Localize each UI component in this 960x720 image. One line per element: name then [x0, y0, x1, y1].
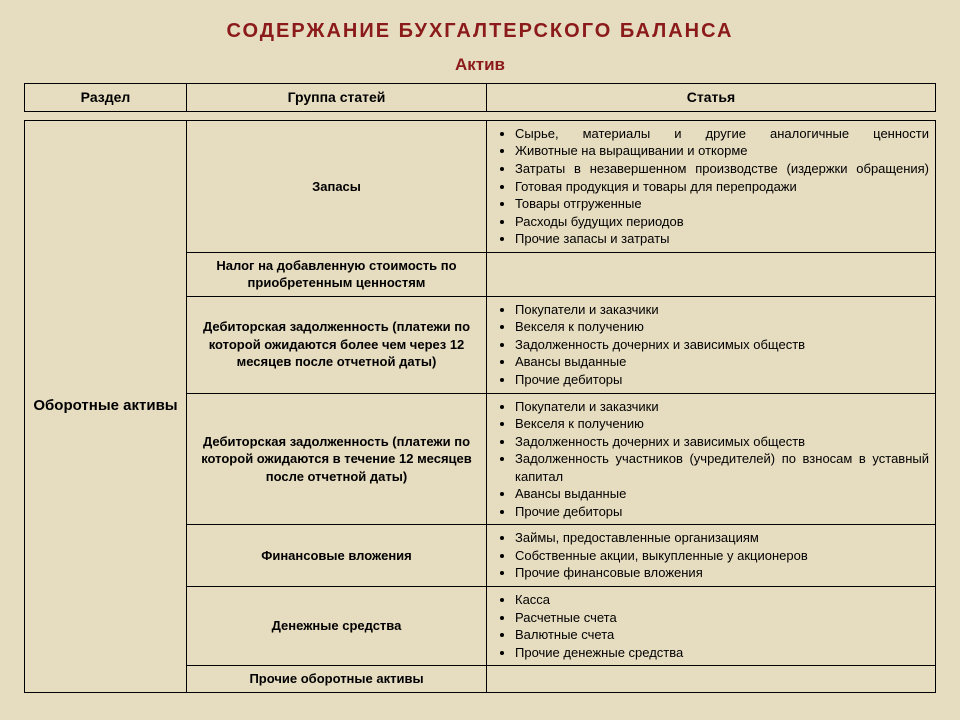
header-section: Раздел: [25, 84, 187, 112]
page-subtitle: Актив: [24, 55, 936, 75]
article-cell: Покупатели и заказчикиВекселя к получени…: [487, 296, 936, 393]
list-item: Прочие запасы и затраты: [515, 230, 929, 248]
group-cell: Дебиторская задолженность (платежи по ко…: [187, 393, 487, 525]
article-list: Займы, предоставленные организациямСобст…: [493, 529, 929, 582]
group-cell: Налог на добавленную стоимость по приобр…: [187, 252, 487, 296]
group-cell: Дебиторская задолженность (платежи по ко…: [187, 296, 487, 393]
article-list: Покупатели и заказчикиВекселя к получени…: [493, 301, 929, 389]
list-item: Готовая продукция и товары для перепрода…: [515, 178, 929, 196]
list-item: Векселя к получению: [515, 415, 929, 433]
list-item: Прочие денежные средства: [515, 644, 929, 662]
list-item: Затраты в незавершенном производстве (из…: [515, 160, 929, 178]
article-cell: Займы, предоставленные организациямСобст…: [487, 525, 936, 587]
article-cell: Сырье, материалы и другие аналогичные це…: [487, 120, 936, 252]
list-item: Задолженность дочерних и зависимых общес…: [515, 433, 929, 451]
list-item: Собственные акции, выкупленные у акционе…: [515, 547, 929, 565]
table-row: Оборотные активыЗапасыСырье, материалы и…: [25, 120, 936, 252]
page-container: СОДЕРЖАНИЕ БУХГАЛТЕРСКОГО БАЛАНСА Актив …: [0, 0, 960, 720]
list-item: Авансы выданные: [515, 485, 929, 503]
list-item: Задолженность дочерних и зависимых общес…: [515, 336, 929, 354]
list-item: Сырье, материалы и другие аналогичные це…: [515, 125, 929, 143]
article-list: КассаРасчетные счетаВалютные счетаПрочие…: [493, 591, 929, 661]
list-item: Покупатели и заказчики: [515, 398, 929, 416]
list-item: Прочие дебиторы: [515, 503, 929, 521]
list-item: Расходы будущих периодов: [515, 213, 929, 231]
list-item: Животные на выращивании и откорме: [515, 142, 929, 160]
article-cell: [487, 252, 936, 296]
header-article: Статья: [487, 84, 936, 112]
list-item: Задолженность участников (учредителей) п…: [515, 450, 929, 485]
list-item: Займы, предоставленные организациям: [515, 529, 929, 547]
article-cell: Покупатели и заказчикиВекселя к получени…: [487, 393, 936, 525]
group-cell: Прочие оборотные активы: [187, 666, 487, 693]
list-item: Авансы выданные: [515, 353, 929, 371]
header-group: Группа статей: [187, 84, 487, 112]
group-cell: Финансовые вложения: [187, 525, 487, 587]
header-row: Раздел Группа статей Статья: [25, 84, 936, 112]
list-item: Векселя к получению: [515, 318, 929, 336]
section-cell: Оборотные активы: [25, 120, 187, 692]
article-list: Сырье, материалы и другие аналогичные це…: [493, 125, 929, 248]
article-cell: [487, 666, 936, 693]
list-item: Валютные счета: [515, 626, 929, 644]
list-item: Прочие дебиторы: [515, 371, 929, 389]
list-item: Расчетные счета: [515, 609, 929, 627]
list-item: Товары отгруженные: [515, 195, 929, 213]
article-cell: КассаРасчетные счетаВалютные счетаПрочие…: [487, 587, 936, 666]
content-tbody: Оборотные активыЗапасы Сырье, материалы и…: [25, 120, 936, 692]
list-item: Касса: [515, 591, 929, 609]
column-header-table: Раздел Группа статей Статья: [24, 83, 936, 112]
content-table: Оборотные активыЗапасы Сырье, материалы и…: [24, 120, 936, 693]
group-cell: Запасы: [187, 120, 487, 252]
group-cell: Денежные средства: [187, 587, 487, 666]
page-title: СОДЕРЖАНИЕ БУХГАЛТЕРСКОГО БАЛАНСА: [24, 20, 936, 43]
list-item: Прочие финансовые вложения: [515, 564, 929, 582]
list-item: Покупатели и заказчики: [515, 301, 929, 319]
article-list: Покупатели и заказчикиВекселя к получени…: [493, 398, 929, 521]
